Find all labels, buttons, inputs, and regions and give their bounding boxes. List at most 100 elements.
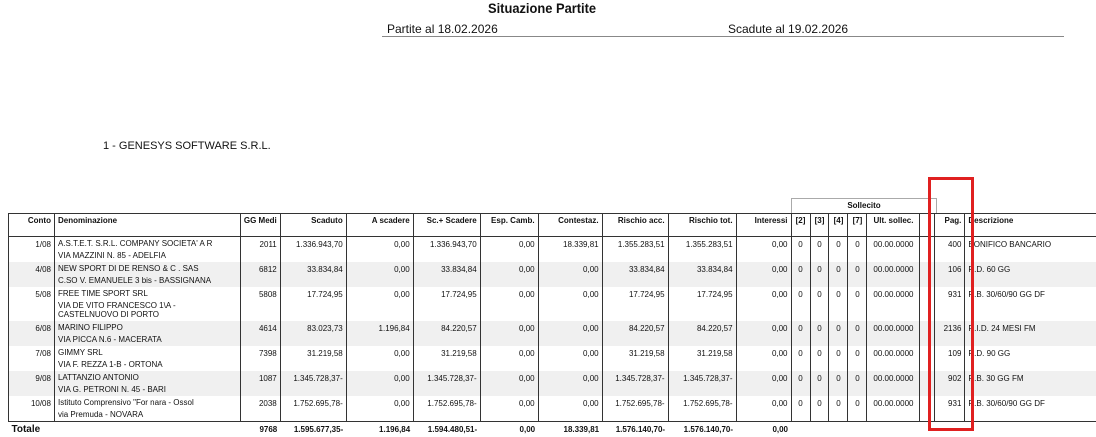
- column-header: Denominazione: [54, 214, 240, 237]
- cell-s2: 0: [791, 321, 810, 346]
- customer-address: VIA MAZZINI N. 85 - ADELFIA: [58, 251, 237, 260]
- cell-s4: 0: [829, 321, 848, 346]
- cell-descr: R.D. 90 GG: [965, 346, 1096, 371]
- customer-address: C.SO V. EMANUELE 3 bis - BASSIGNANA: [58, 276, 237, 285]
- cell-s3: 0: [810, 237, 829, 263]
- cell-contestaz: 18.339,81: [538, 237, 602, 263]
- column-header: [3]: [810, 214, 829, 237]
- cell-nome: A.S.T.E.T. S.R.L. COMPANY SOCIETA' A R VI…: [54, 237, 240, 263]
- cell-sc_scadere: 1.752.695,78-: [413, 396, 480, 422]
- cell-sc_scadere: 1.345.728,37-: [413, 371, 480, 396]
- cell-interessi: 0,00: [736, 262, 791, 287]
- scadute-date: Scadute al 19.02.2026: [728, 22, 848, 36]
- cell-gg: 2038: [240, 396, 280, 422]
- cell-rischio_acc: 33.834,84: [602, 262, 668, 287]
- column-header: [7]: [848, 214, 867, 237]
- cell-scaduto: 1.336.943,70: [280, 237, 346, 263]
- cell-gg: 1087: [240, 371, 280, 396]
- cell-ult: 00.00.0000: [867, 396, 920, 422]
- cell-conto: 1/08: [9, 237, 55, 263]
- cell-ascadere: 0,00: [346, 371, 413, 396]
- cell-esp: 0,00: [480, 262, 538, 287]
- cell-s4: 0: [829, 287, 848, 321]
- customer-name: A.S.T.E.T. S.R.L. COMPANY SOCIETA' A R: [58, 239, 237, 248]
- cell-s3: 0: [810, 321, 829, 346]
- company-name: 1 - GENESYS SOFTWARE S.R.L.: [103, 140, 271, 152]
- customer-address: VIA F. REZZA 1-B - ORTONA: [58, 360, 237, 369]
- cell-rischio_tot: 84.220,57: [668, 321, 736, 346]
- cell-ult: 00.00.0000: [867, 262, 920, 287]
- cell-conto: 4/08: [9, 262, 55, 287]
- cell-descr: R.B. 30 GG FM: [965, 371, 1096, 396]
- cell-interessi: 0,00: [736, 321, 791, 346]
- cell-ascadere: 0,00: [346, 396, 413, 422]
- cell-ult: 00.00.0000: [867, 287, 920, 321]
- column-header: Descrizione: [965, 214, 1096, 237]
- cell-sc_scadere: 33.834,84: [413, 262, 480, 287]
- column-header: Rischio acc.: [602, 214, 668, 237]
- partite-date: Partite al 18.02.2026: [387, 22, 498, 36]
- cell-rischio_tot: 1.355.283,51: [668, 237, 736, 263]
- cell-s3: 0: [810, 287, 829, 321]
- cell-contestaz: 0,00: [538, 346, 602, 371]
- cell-interessi: 0,00: [736, 371, 791, 396]
- cell-s7: 0: [848, 371, 867, 396]
- cell-descr: R.B. 30/60/90 GG DF: [965, 287, 1096, 321]
- cell-esp: 0,00: [480, 321, 538, 346]
- customer-name: MARINO FILIPPO: [58, 323, 237, 332]
- cell-gg: 4614: [240, 321, 280, 346]
- column-header: Conto: [9, 214, 55, 237]
- column-header: Sc.+ Scadere: [413, 214, 480, 237]
- cell-scaduto: 17.724,95: [280, 287, 346, 321]
- cell-s4: 0: [829, 262, 848, 287]
- cell-gg: 5808: [240, 287, 280, 321]
- cell-contestaz: 0,00: [538, 262, 602, 287]
- customer-address: VIA G. PETRONI N. 45 - BARI: [58, 385, 237, 394]
- column-header: A scadere: [346, 214, 413, 237]
- column-header: Esp. Camb.: [480, 214, 538, 237]
- cell-rischio_acc: 1.752.695,78-: [602, 396, 668, 422]
- cell-nome: MARINO FILIPPO VIA PICCA N.6 - MACERATA: [54, 321, 240, 346]
- customer-address: via Premuda - NOVARA: [58, 410, 237, 419]
- cell-sc_scadere: 17.724,95: [413, 287, 480, 321]
- cell-interessi: 0,00: [736, 396, 791, 422]
- cell-scaduto: 1.345.728,37-: [280, 371, 346, 396]
- cell-conto: 6/08: [9, 321, 55, 346]
- cell-ascadere: 1.196,84: [346, 321, 413, 346]
- cell-s4: 0: [829, 396, 848, 422]
- cell-contestaz: 0,00: [538, 371, 602, 396]
- column-header: [4]: [829, 214, 848, 237]
- cell-sc_scadere: 84.220,57: [413, 321, 480, 346]
- cell-interessi: 0,00: [736, 237, 791, 263]
- cell-descr: BONIFICO BANCARIO: [965, 237, 1096, 263]
- column-header: [2]: [791, 214, 810, 237]
- cell-rischio_acc: 17.724,95: [602, 287, 668, 321]
- customer-address: VIA PICCA N.6 - MACERATA: [58, 335, 237, 344]
- cell-rischio_tot: 31.219,58: [668, 346, 736, 371]
- cell-s2: 0: [791, 262, 810, 287]
- report-title: Situazione Partite: [488, 0, 596, 16]
- cell-rischio_acc: 31.219,58: [602, 346, 668, 371]
- cell-descr: R.D. 60 GG: [965, 262, 1096, 287]
- cell-conto: 5/08: [9, 287, 55, 321]
- cell-s7: 0: [848, 262, 867, 287]
- cell-s4: 0: [829, 237, 848, 263]
- cell-ascadere: 0,00: [346, 287, 413, 321]
- customer-name: NEW SPORT DI DE RENSO & C . SAS: [58, 264, 237, 273]
- cell-contestaz: 0,00: [538, 287, 602, 321]
- cell-scaduto: 31.219,58: [280, 346, 346, 371]
- cell-conto: 7/08: [9, 346, 55, 371]
- cell-s3: 0: [810, 262, 829, 287]
- cell-gg: 2011: [240, 237, 280, 263]
- cell-s2: 0: [791, 346, 810, 371]
- cell-scaduto: 83.023,73: [280, 321, 346, 346]
- cell-ult: 00.00.0000: [867, 371, 920, 396]
- cell-ult: 00.00.0000: [867, 321, 920, 346]
- cell-ascadere: 0,00: [346, 262, 413, 287]
- cell-ascadere: 0,00: [346, 346, 413, 371]
- cell-scaduto: 1.752.695,78-: [280, 396, 346, 422]
- cell-esp: 0,00: [480, 287, 538, 321]
- column-header: Interessi: [736, 214, 791, 237]
- cell-gg: 7398: [240, 346, 280, 371]
